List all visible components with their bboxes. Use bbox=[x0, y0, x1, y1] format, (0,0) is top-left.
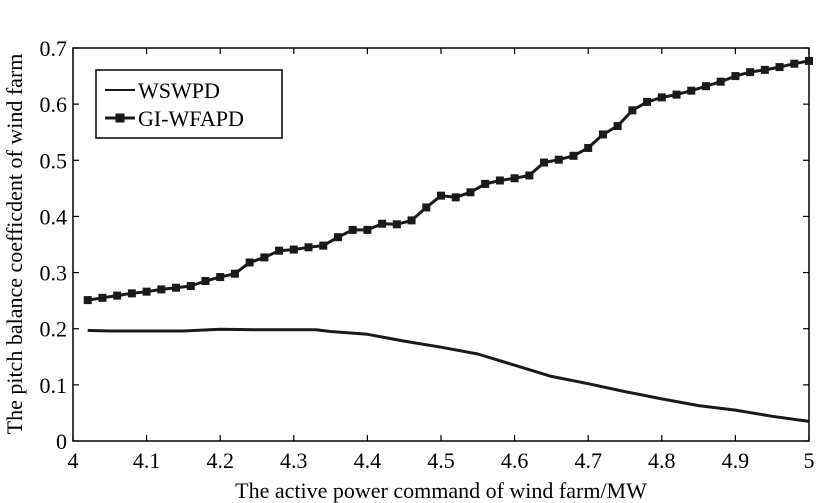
data-point-gi-wfapd bbox=[98, 293, 107, 302]
x-tick-label: 4.8 bbox=[648, 448, 676, 473]
x-tick-label: 4 bbox=[68, 448, 79, 473]
x-tick-label: 4.4 bbox=[354, 448, 382, 473]
data-point-gi-wfapd bbox=[142, 287, 151, 296]
data-point-gi-wfapd bbox=[775, 63, 784, 72]
data-point-gi-wfapd bbox=[716, 77, 725, 86]
axis-ticks: 4 4.1 4.2 4.3 4.4 4.5 4.6 4.7 4.8 4.9 5 0 0.1 0.2 0.3 0… bbox=[40, 36, 815, 473]
x-tick-label: 4.2 bbox=[206, 448, 234, 473]
data-point-gi-wfapd bbox=[613, 122, 622, 131]
series-line-wswpd bbox=[87, 327, 810, 423]
x-tick-label: 4.3 bbox=[280, 448, 308, 473]
data-point-gi-wfapd bbox=[437, 191, 445, 200]
data-point-gi-wfapd bbox=[731, 72, 740, 81]
data-point-gi-wfapd bbox=[304, 243, 313, 252]
data-point-gi-wfapd bbox=[260, 253, 269, 262]
x-tick-label: 4.7 bbox=[574, 448, 602, 473]
data-point-gi-wfapd bbox=[746, 68, 755, 77]
data-point-gi-wfapd bbox=[687, 86, 696, 95]
data-point-gi-wfapd bbox=[569, 151, 578, 160]
y-tick-label: 0.3 bbox=[40, 261, 68, 286]
x-tick-label: 4.5 bbox=[427, 448, 455, 473]
legend-box bbox=[95, 69, 283, 139]
x-tick-label: 5 bbox=[804, 448, 815, 473]
data-point-gi-wfapd bbox=[598, 130, 607, 139]
x-axis-label: The active power command of wind farm/MW bbox=[235, 478, 647, 503]
data-point-gi-wfapd bbox=[275, 246, 284, 255]
y-tick-label: 0.4 bbox=[40, 204, 68, 229]
x-tick-label: 4.6 bbox=[501, 448, 529, 473]
y-tick-label: 0.7 bbox=[40, 36, 68, 61]
data-point-gi-wfapd bbox=[378, 219, 387, 228]
data-point-gi-wfapd bbox=[216, 273, 225, 282]
x-tick-label: 4.9 bbox=[722, 448, 750, 473]
data-point-gi-wfapd bbox=[83, 296, 92, 305]
data-point-gi-wfapd bbox=[760, 65, 769, 74]
data-point-gi-wfapd bbox=[333, 233, 342, 242]
data-point-gi-wfapd bbox=[554, 155, 563, 164]
legend-marker-gi-wfapd bbox=[115, 113, 125, 123]
data-point-gi-wfapd bbox=[392, 220, 401, 229]
data-point-gi-wfapd bbox=[230, 269, 239, 278]
data-point-gi-wfapd bbox=[363, 225, 372, 234]
data-point-gi-wfapd bbox=[201, 276, 210, 285]
data-point-gi-wfapd bbox=[466, 188, 475, 197]
data-point-gi-wfapd bbox=[186, 282, 195, 291]
data-point-gi-wfapd bbox=[672, 90, 681, 99]
data-point-gi-wfapd bbox=[348, 225, 357, 234]
data-point-gi-wfapd bbox=[525, 171, 534, 180]
data-point-gi-wfapd bbox=[495, 176, 504, 185]
data-point-gi-wfapd bbox=[407, 216, 416, 225]
legend-label-gi-wfapd: GI-WFAPD bbox=[138, 106, 244, 131]
y-tick-label: 0.6 bbox=[40, 92, 68, 117]
data-point-gi-wfapd bbox=[657, 93, 666, 102]
data-point-gi-wfapd bbox=[805, 56, 813, 65]
y-tick-label: 0.1 bbox=[40, 373, 68, 398]
data-point-gi-wfapd bbox=[790, 59, 799, 68]
legend-label-wswpd: WSWPD bbox=[138, 78, 220, 103]
data-point-gi-wfapd bbox=[127, 289, 136, 298]
series-layer bbox=[83, 56, 813, 423]
y-axis-label: The pitch balance coefficdent of wind fa… bbox=[2, 54, 27, 435]
data-point-gi-wfapd bbox=[481, 179, 490, 188]
data-point-gi-wfapd bbox=[510, 174, 519, 183]
legend: WSWPD GI-WFAPD bbox=[95, 69, 283, 139]
y-tick-label: 0.2 bbox=[40, 317, 68, 342]
data-point-gi-wfapd bbox=[245, 258, 254, 267]
data-point-gi-wfapd bbox=[451, 193, 460, 202]
data-point-gi-wfapd bbox=[643, 97, 652, 106]
data-point-gi-wfapd bbox=[584, 143, 593, 152]
data-point-gi-wfapd bbox=[701, 82, 710, 91]
data-point-gi-wfapd bbox=[113, 291, 122, 300]
y-tick-label: 0.5 bbox=[40, 148, 68, 173]
data-point-gi-wfapd bbox=[319, 241, 328, 250]
x-tick-label: 4.1 bbox=[133, 448, 161, 473]
y-tick-label: 0 bbox=[56, 429, 67, 454]
data-point-gi-wfapd bbox=[157, 285, 166, 294]
data-point-gi-wfapd bbox=[172, 283, 181, 292]
data-point-gi-wfapd bbox=[628, 106, 637, 115]
data-point-gi-wfapd bbox=[540, 158, 549, 167]
data-point-gi-wfapd bbox=[289, 245, 298, 254]
data-point-gi-wfapd bbox=[422, 203, 431, 212]
